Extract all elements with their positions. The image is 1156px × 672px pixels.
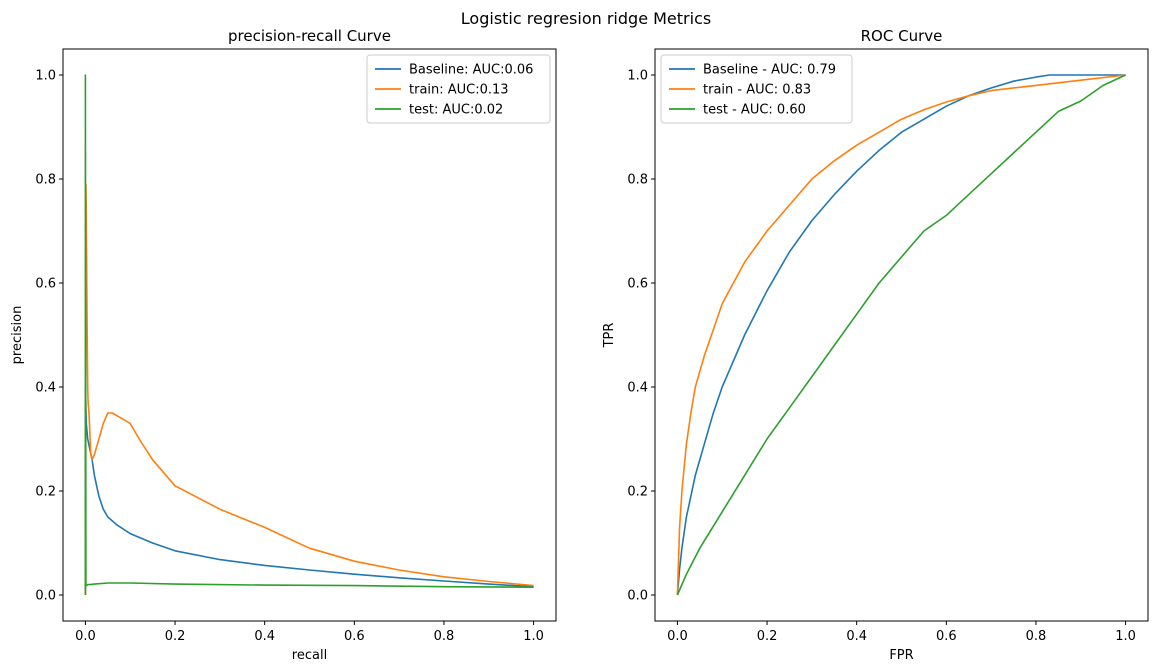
x-tick-label: 0.2: [757, 629, 778, 644]
x-axis-label: recall: [292, 648, 327, 663]
y-tick-label: 0.8: [627, 173, 648, 188]
y-tick-label: 1.0: [35, 69, 56, 84]
y-tick-label: 0.0: [35, 589, 56, 604]
y-tick-label: 0.2: [35, 485, 56, 500]
x-tick-label: 0.6: [936, 629, 957, 644]
y-axis-label: TPR: [602, 323, 617, 349]
x-axis-label: FPR: [889, 648, 913, 663]
y-tick-label: 0.0: [627, 589, 648, 604]
y-tick-label: 0.4: [627, 381, 648, 396]
x-tick-label: 0.8: [1026, 629, 1047, 644]
series-line-2: [676, 74, 1126, 596]
y-axis-label: precision: [10, 306, 25, 365]
panel-title: precision-recall Curve: [228, 27, 391, 45]
y-tick-label: 0.2: [627, 485, 648, 500]
series-line-1: [84, 183, 534, 596]
legend-entry: test - AUC: 0.60: [703, 103, 806, 118]
legend-entry: Baseline - AUC: 0.79: [703, 63, 836, 78]
roc-panel: 0.0 0.2 0.4 0.6 0.8 1.0 0.0 0.2 0.4 0.6 0.8 1.0 ROC …: [602, 27, 1149, 663]
y-tick-label: 0.6: [627, 277, 648, 292]
panel-title: ROC Curve: [861, 27, 943, 45]
precision-recall-panel: 0.0 0.2 0.4 0.6 0.8 1.0 0.0 0.2 0.4 0.6 0.8 1.0 prec…: [10, 27, 557, 663]
x-tick-label: 0.0: [75, 629, 96, 644]
legend: Baseline: AUC:0.06 train: AUC:0.13 test: A…: [366, 54, 551, 124]
series-line-0: [84, 386, 534, 595]
legend-entry: test: AUC:0.02: [409, 103, 503, 118]
axes-frame: [62, 48, 557, 622]
legend: Baseline - AUC: 0.79 train - AUC: 0.83 tes…: [660, 54, 853, 124]
y-tick-label: 0.8: [35, 173, 56, 188]
x-tick-label: 0.8: [434, 629, 455, 644]
x-tick-label: 0.2: [165, 629, 186, 644]
series-line-2: [84, 74, 534, 595]
y-tick-label: 1.0: [627, 69, 648, 84]
legend-entry: Baseline: AUC:0.06: [409, 63, 533, 78]
figure-title: Logistic regresion ridge Metrics: [461, 9, 711, 28]
legend-entry: train - AUC: 0.83: [703, 83, 811, 98]
legend-entry: train: AUC:0.13: [409, 83, 509, 98]
series-line-1: [676, 74, 1126, 596]
y-tick-label: 0.4: [35, 381, 56, 396]
x-tick-label: 0.4: [846, 629, 867, 644]
axes-frame: [654, 48, 1149, 622]
x-tick-label: 1.0: [1115, 629, 1136, 644]
x-tick-label: 0.4: [254, 629, 275, 644]
x-tick-label: 1.0: [523, 629, 544, 644]
legend-box: [660, 54, 853, 124]
y-tick-label: 0.6: [35, 277, 56, 292]
legend-box: [366, 54, 551, 124]
series-line-0: [676, 74, 1126, 596]
x-tick-label: 0.6: [344, 629, 365, 644]
x-tick-label: 0.0: [667, 629, 688, 644]
